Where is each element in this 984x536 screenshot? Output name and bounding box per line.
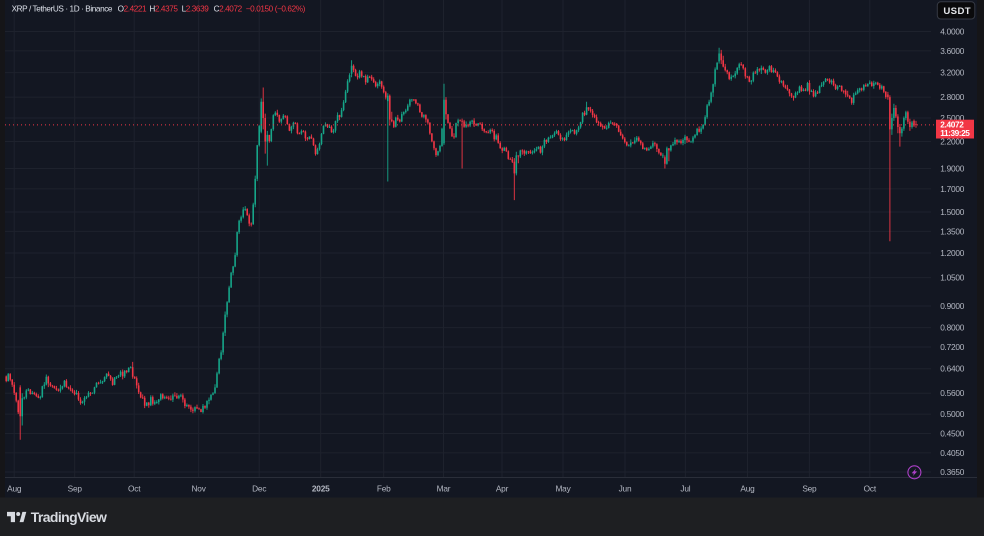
svg-text:11:39:25: 11:39:25: [940, 128, 970, 138]
svg-text:3.2000: 3.2000: [940, 68, 965, 78]
svg-text:Oct: Oct: [864, 483, 877, 493]
svg-text:4.0000: 4.0000: [940, 26, 965, 36]
svg-text:0.5000: 0.5000: [940, 409, 965, 419]
svg-text:Dec: Dec: [252, 483, 266, 493]
svg-text:Oct: Oct: [128, 483, 141, 493]
svg-text:1.7000: 1.7000: [940, 184, 965, 194]
svg-text:Nov: Nov: [192, 483, 207, 493]
svg-text:1.9000: 1.9000: [940, 163, 965, 173]
svg-text:Apr: Apr: [496, 483, 509, 493]
svg-text:2025: 2025: [312, 483, 330, 493]
svg-text:USDT: USDT: [943, 6, 971, 17]
svg-text:2.5000: 2.5000: [940, 113, 965, 123]
svg-text:Mar: Mar: [437, 483, 451, 493]
svg-text:0.4500: 0.4500: [940, 428, 965, 438]
svg-text:3.6000: 3.6000: [940, 46, 965, 56]
svg-text:Jun: Jun: [619, 483, 632, 493]
svg-text:1.5000: 1.5000: [940, 207, 965, 217]
svg-text:Feb: Feb: [377, 483, 391, 493]
svg-text:Jul: Jul: [680, 483, 690, 493]
svg-text:Sep: Sep: [68, 483, 83, 493]
svg-text:2.8000: 2.8000: [940, 92, 965, 102]
svg-text:1.0500: 1.0500: [940, 273, 965, 283]
svg-text:1.2000: 1.2000: [940, 248, 965, 258]
svg-text:Aug: Aug: [740, 483, 755, 493]
svg-text:0.6400: 0.6400: [940, 364, 965, 374]
svg-text:Aug: Aug: [7, 483, 22, 493]
svg-text:1.3500: 1.3500: [940, 226, 965, 236]
svg-text:0.9000: 0.9000: [940, 301, 965, 311]
svg-text:2.2000: 2.2000: [940, 136, 965, 146]
svg-text:0.3650: 0.3650: [940, 467, 965, 477]
svg-text:0.7200: 0.7200: [940, 342, 965, 352]
svg-text:0.4050: 0.4050: [940, 448, 965, 458]
svg-text:May: May: [555, 483, 571, 493]
svg-text:Sep: Sep: [802, 483, 817, 493]
svg-text:0.8000: 0.8000: [940, 323, 965, 333]
svg-text:2.4072: 2.4072: [940, 120, 964, 130]
svg-text:TradingView: TradingView: [31, 509, 107, 525]
svg-text:0.5600: 0.5600: [940, 388, 965, 398]
